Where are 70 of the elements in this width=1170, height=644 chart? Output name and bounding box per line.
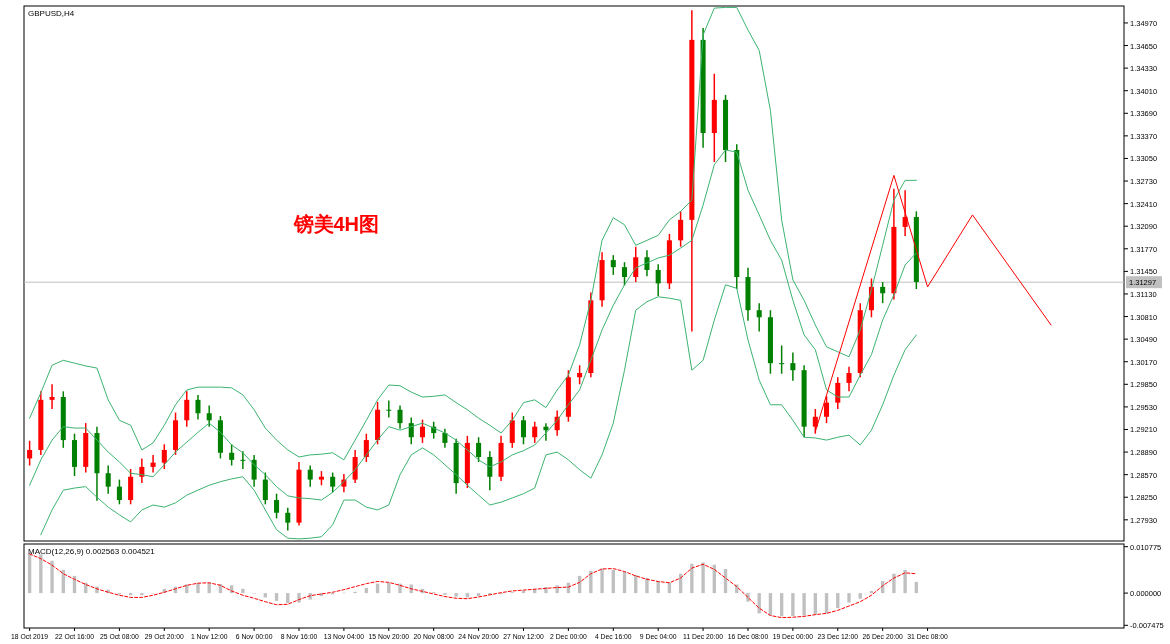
bar [892, 573, 896, 594]
chart-title: GBPUSD,H4 [28, 9, 75, 18]
bar [50, 560, 54, 594]
line-series [29, 6, 917, 461]
candlestick [128, 468, 134, 506]
candlestick [509, 411, 515, 449]
bar [791, 593, 795, 616]
bar [903, 569, 907, 594]
candlestick [307, 464, 313, 488]
candlestick [49, 383, 55, 410]
bar [297, 593, 301, 603]
bar [241, 588, 245, 594]
candlestick [240, 450, 246, 470]
bar [690, 563, 694, 594]
candlestick [610, 254, 616, 276]
candlestick [756, 302, 762, 333]
candlestick [846, 365, 852, 393]
candlestick [229, 443, 235, 467]
candlestick [251, 454, 257, 488]
candlestick [678, 210, 684, 248]
bar [600, 568, 604, 594]
candlestick [487, 450, 493, 491]
candlestick [577, 364, 583, 386]
candlestick [419, 418, 425, 444]
candlestick [161, 443, 167, 470]
bar [39, 554, 43, 594]
candlestick [195, 394, 201, 421]
candlestick [476, 436, 482, 463]
candlestick [880, 281, 886, 304]
candlestick [824, 395, 830, 424]
candlestick [184, 390, 190, 428]
candlestick [397, 404, 403, 430]
candlestick [621, 261, 628, 287]
bar [645, 578, 649, 594]
candlestick [386, 399, 392, 419]
bar [858, 593, 862, 599]
bar [196, 583, 200, 594]
candlestick [644, 249, 650, 278]
bar [476, 593, 481, 597]
chart-title: MACD(12,26,9) 0.002563 0.004521 [28, 547, 156, 556]
bar [398, 583, 402, 594]
candlestick [105, 464, 111, 495]
bar [802, 593, 806, 616]
candlestick [116, 478, 122, 506]
candlestick [330, 471, 336, 494]
candlestick [285, 507, 291, 532]
line-series [29, 149, 917, 501]
candlestick [262, 471, 268, 506]
candlestick [835, 376, 841, 410]
candlestick [520, 415, 527, 446]
bar [454, 593, 458, 597]
bar [701, 562, 705, 594]
bar [847, 593, 851, 603]
candlestick [274, 492, 280, 520]
candlestick [352, 449, 358, 484]
candlestick [779, 344, 785, 375]
candlestick [206, 404, 212, 428]
annotation: 镑美4H图 [292, 212, 380, 235]
candlestick [633, 245, 639, 283]
bar [274, 593, 279, 601]
candlestick [150, 454, 156, 474]
candlestick [442, 428, 448, 449]
bar [589, 570, 593, 594]
candlestick [532, 420, 538, 444]
bar [140, 593, 144, 596]
candlestick [27, 440, 33, 467]
bar [286, 593, 290, 604]
line-series [40, 284, 917, 540]
candlestick [790, 351, 796, 382]
candlestick [655, 263, 661, 297]
